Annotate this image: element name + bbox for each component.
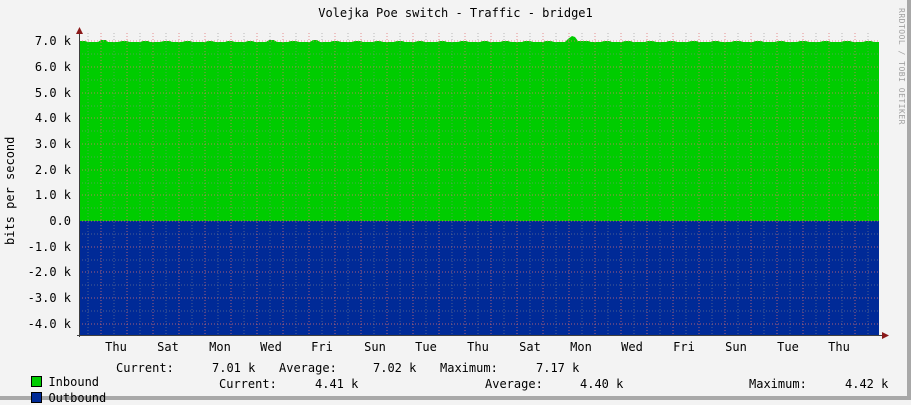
- x-tick: Fri: [311, 340, 333, 354]
- y-tick: 7.0 k: [34, 34, 71, 48]
- inbound-current-value: 7.01 k: [212, 361, 256, 375]
- y-tick: 1.0 k: [34, 188, 71, 202]
- x-tick: Fri: [673, 340, 695, 354]
- outbound-current-label: Current:: [219, 377, 277, 391]
- inbound-average-label: Average:: [279, 361, 337, 375]
- x-tick: Mon: [209, 340, 231, 354]
- x-tick: Tue: [415, 340, 437, 354]
- major-grid-vertical: [100, 33, 856, 335]
- inbound-label: Inbound: [48, 375, 100, 389]
- y-tick: 0.0: [49, 214, 71, 228]
- y-axis-arrow-icon: [76, 27, 83, 34]
- outbound-average-value: 4.40 k: [580, 377, 624, 391]
- inbound-swatch-icon: [31, 376, 43, 387]
- outbound-area: [79, 221, 879, 335]
- y-tick: 3.0 k: [34, 137, 71, 151]
- x-tick: Thu: [105, 340, 127, 354]
- minor-grid: [79, 53, 879, 312]
- x-tick: Sun: [364, 340, 386, 354]
- chart-title: Volejka Poe switch - Traffic - bridge1: [318, 6, 593, 20]
- x-tick: Sat: [157, 340, 179, 354]
- outbound-maximum-label: Maximum:: [749, 377, 807, 391]
- y-tick: 2.0 k: [34, 163, 71, 177]
- major-grid-horizontal: [79, 40, 879, 325]
- x-tick: Sat: [519, 340, 541, 354]
- y-tick: -1.0 k: [27, 240, 71, 254]
- inbound-maximum-value: 7.17 k: [536, 361, 580, 375]
- x-tick: Wed: [621, 340, 643, 354]
- x-tick: Sun: [725, 340, 747, 354]
- legend-inbound: Inbound: [17, 361, 99, 389]
- outbound-swatch-icon: [31, 392, 43, 403]
- y-tick: -3.0 k: [27, 291, 71, 305]
- y-tick: 5.0 k: [34, 86, 71, 100]
- x-tick: Thu: [467, 340, 489, 354]
- legend-outbound: Outbound: [17, 377, 106, 405]
- inbound-average-value: 7.02 k: [373, 361, 417, 375]
- x-tick: Mon: [570, 340, 592, 354]
- inbound-area: [79, 36, 879, 221]
- x-axis-arrow-icon: [882, 332, 889, 339]
- outbound-label: Outbound: [48, 391, 107, 405]
- inbound-current-label: Current:: [116, 361, 174, 375]
- x-tick: Wed: [260, 340, 282, 354]
- y-tick: 6.0 k: [34, 60, 71, 74]
- x-tick: Thu: [828, 340, 850, 354]
- y-tick: -4.0 k: [27, 317, 71, 331]
- y-tick: 4.0 k: [34, 111, 71, 125]
- outbound-maximum-value: 4.42 k: [845, 377, 889, 391]
- outbound-average-label: Average:: [485, 377, 543, 391]
- rrdtool-watermark: RRDTOOL / TOBI OETIKER: [897, 8, 906, 125]
- minor-grid-vertical: [87, 33, 869, 335]
- outbound-current-value: 4.41 k: [315, 377, 359, 391]
- y-tick: -2.0 k: [27, 265, 71, 279]
- x-tick: Tue: [777, 340, 799, 354]
- inbound-maximum-label: Maximum:: [440, 361, 498, 375]
